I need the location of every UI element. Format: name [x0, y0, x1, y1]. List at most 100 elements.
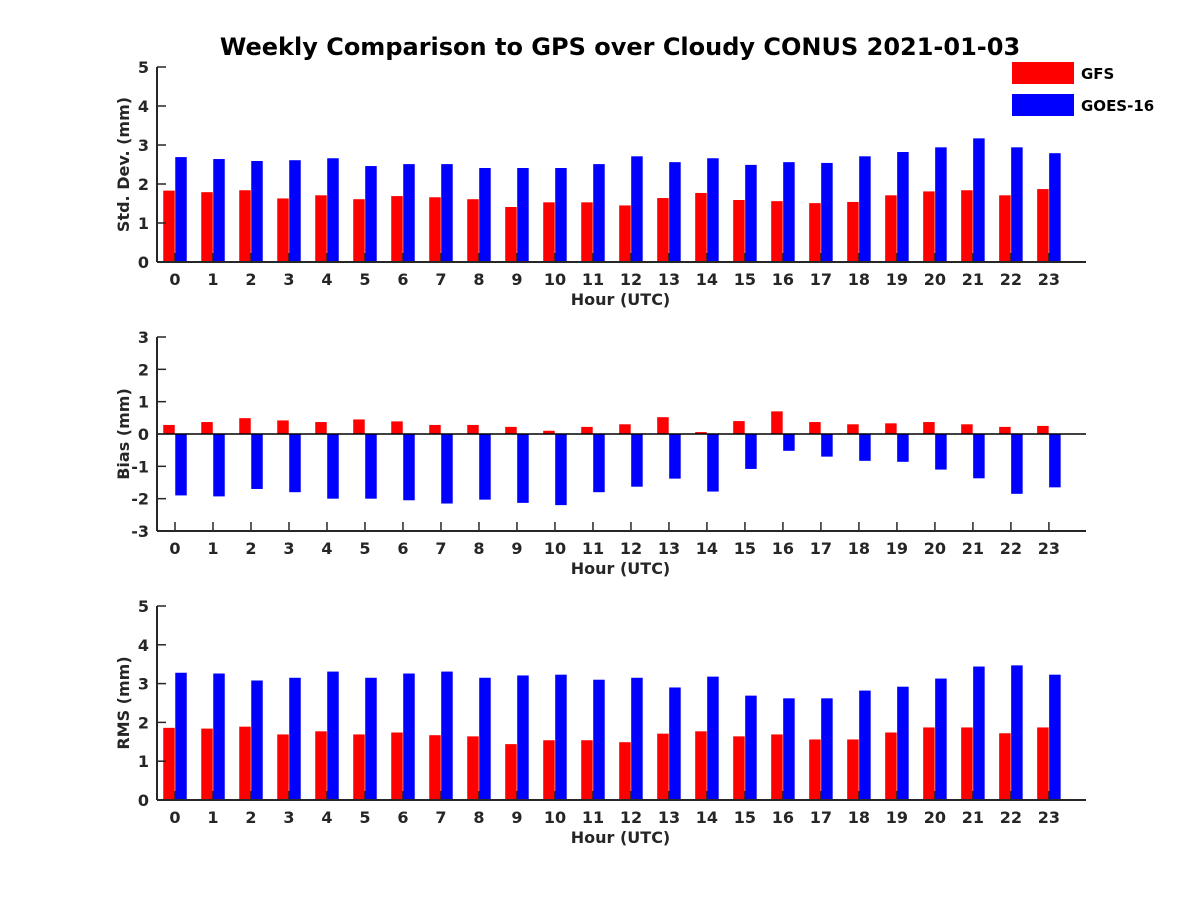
bar-goes16-hour-9: [517, 675, 529, 800]
x-tick-label: 12: [620, 808, 642, 827]
bar-goes16-hour-19: [897, 434, 909, 462]
bar-gfs-hour-20: [923, 727, 935, 800]
bar-goes16-hour-14: [707, 676, 719, 800]
bar-gfs-hour-9: [505, 744, 517, 800]
bar-goes16-hour-14: [707, 158, 719, 262]
bar-gfs-hour-2: [239, 190, 251, 262]
bar-gfs-hour-4: [315, 731, 327, 800]
bar-gfs-hour-19: [885, 732, 897, 800]
x-tick-label: 8: [473, 270, 484, 289]
y-tick-label: 3: [138, 328, 149, 347]
x-tick-label: 6: [397, 270, 408, 289]
bar-gfs-hour-22: [999, 195, 1011, 262]
x-tick-label: 2: [245, 270, 256, 289]
x-tick-label: 14: [696, 539, 718, 558]
bar-goes16-hour-2: [251, 160, 263, 262]
x-tick-label: 19: [886, 539, 908, 558]
x-tick-label: 17: [810, 808, 832, 827]
bar-goes16-hour-13: [669, 434, 681, 479]
bar-goes16-hour-20: [935, 434, 947, 470]
x-tick-label: 7: [435, 808, 446, 827]
legend-label-goes16: GOES-16: [1081, 97, 1154, 115]
bar-gfs-hour-0: [163, 424, 175, 434]
bar-gfs-hour-2: [239, 418, 251, 434]
bar-gfs-hour-9: [505, 207, 517, 262]
y-tick-label: -3: [131, 522, 149, 541]
x-tick-label: 11: [582, 539, 604, 558]
x-tick-label: 22: [1000, 808, 1022, 827]
bar-gfs-hour-6: [391, 196, 403, 262]
bar-goes16-hour-13: [669, 687, 681, 800]
bar-gfs-hour-3: [277, 198, 289, 262]
bar-goes16-hour-8: [479, 434, 491, 500]
y-tick-label: 1: [138, 393, 149, 412]
bar-goes16-hour-10: [555, 168, 567, 262]
x-tick-label: 10: [544, 539, 566, 558]
bar-gfs-hour-22: [999, 733, 1011, 800]
bar-goes16-hour-6: [403, 164, 415, 262]
x-tick-label: 3: [283, 270, 294, 289]
bar-gfs-hour-1: [201, 422, 213, 434]
x-axis-label: Hour (UTC): [571, 828, 671, 847]
bar-goes16-hour-7: [441, 671, 453, 800]
x-tick-label: 9: [511, 808, 522, 827]
y-tick-label: -1: [131, 457, 149, 476]
x-tick-label: 22: [1000, 270, 1022, 289]
bar-goes16-hour-1: [213, 434, 225, 497]
legend: GFS GOES-16: [1012, 62, 1154, 116]
x-tick-label: 1: [207, 539, 218, 558]
x-tick-label: 17: [810, 270, 832, 289]
bar-gfs-hour-0: [163, 727, 175, 800]
bar-gfs-hour-6: [391, 421, 403, 434]
bar-gfs-hour-20: [923, 191, 935, 262]
x-tick-label: 13: [658, 539, 680, 558]
bar-goes16-hour-3: [289, 160, 301, 262]
bar-gfs-hour-13: [657, 198, 669, 262]
legend-swatch-gfs: [1012, 62, 1074, 84]
bar-gfs-hour-11: [581, 426, 593, 434]
bar-gfs-hour-11: [581, 740, 593, 800]
bar-goes16-hour-20: [935, 678, 947, 800]
bar-goes16-hour-19: [897, 686, 909, 800]
x-tick-label: 13: [658, 270, 680, 289]
bar-goes16-hour-0: [175, 672, 187, 800]
bar-goes16-hour-18: [859, 690, 871, 800]
bar-goes16-hour-15: [745, 164, 757, 262]
x-tick-label: 18: [848, 270, 870, 289]
bar-gfs-hour-5: [353, 199, 365, 262]
bar-gfs-hour-15: [733, 421, 745, 434]
bar-goes16-hour-15: [745, 434, 757, 469]
x-tick-label: 18: [848, 539, 870, 558]
bar-gfs-hour-19: [885, 195, 897, 262]
bar-gfs-hour-22: [999, 426, 1011, 434]
bar-gfs-hour-17: [809, 739, 821, 800]
bar-gfs-hour-15: [733, 736, 745, 800]
bar-goes16-hour-21: [973, 434, 985, 479]
bar-gfs-hour-3: [277, 734, 289, 800]
x-tick-label: 15: [734, 539, 756, 558]
bar-goes16-hour-18: [859, 156, 871, 262]
x-tick-label: 0: [169, 808, 180, 827]
x-tick-label: 19: [886, 270, 908, 289]
bar-goes16-hour-21: [973, 666, 985, 800]
bar-goes16-hour-23: [1049, 434, 1061, 488]
x-tick-label: 20: [924, 270, 946, 289]
bar-gfs-hour-21: [961, 727, 973, 800]
x-tick-label: 23: [1038, 539, 1060, 558]
bar-goes16-hour-23: [1049, 153, 1061, 262]
bar-gfs-hour-14: [695, 731, 707, 800]
legend-label-gfs: GFS: [1081, 65, 1114, 83]
y-tick-label: 4: [138, 97, 149, 116]
x-tick-label: 2: [245, 539, 256, 558]
bar-gfs-hour-7: [429, 735, 441, 800]
bar-goes16-hour-9: [517, 434, 529, 503]
y-tick-label: 0: [138, 253, 149, 272]
x-tick-label: 1: [207, 808, 218, 827]
bar-gfs-hour-10: [543, 430, 555, 434]
x-tick-label: 16: [772, 539, 794, 558]
bar-gfs-hour-2: [239, 726, 251, 800]
x-tick-label: 7: [435, 539, 446, 558]
x-tick-label: 5: [359, 808, 370, 827]
